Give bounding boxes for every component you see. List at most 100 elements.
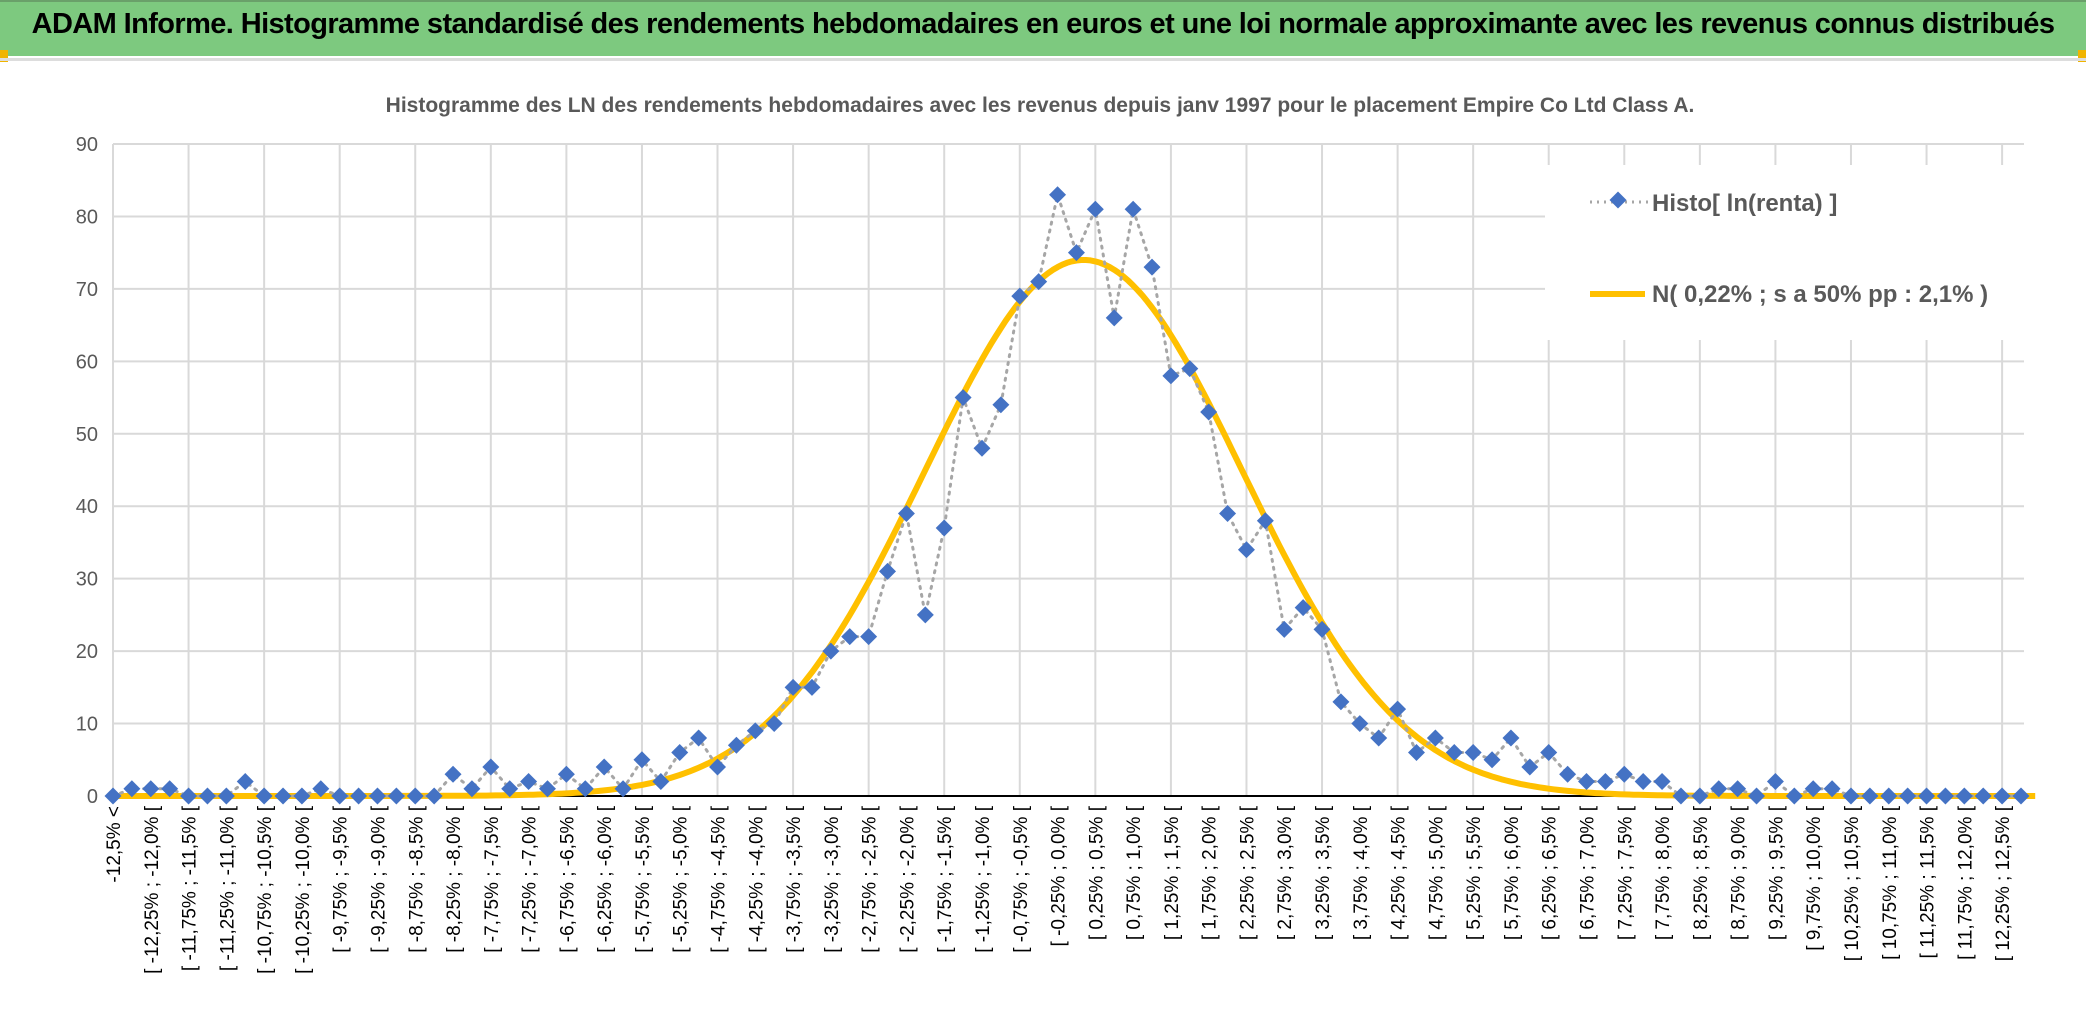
x-tick-label: [ -8,25% ; -8,0% [ bbox=[444, 805, 465, 953]
y-tick-label: 80 bbox=[76, 206, 98, 228]
x-tick-label: [ -3,25% ; -3,0% [ bbox=[822, 805, 843, 953]
x-tick-label: [ -6,75% ; -6,5% [ bbox=[557, 805, 578, 953]
histo-point bbox=[784, 678, 802, 696]
histo-point bbox=[1804, 780, 1822, 798]
normal-curve-line bbox=[113, 257, 2036, 799]
histo-point bbox=[803, 678, 821, 696]
histo-point bbox=[1785, 787, 1803, 805]
histo-point bbox=[1426, 729, 1444, 747]
y-tick-label: 30 bbox=[76, 569, 98, 591]
x-tick-label: [ 6,75% ; 7,0% [ bbox=[1578, 805, 1599, 940]
histo-point bbox=[727, 736, 745, 754]
page-title: ADAM Informe. Histogramme standardisé de… bbox=[31, 8, 2055, 40]
legend: Histo[ ln(renta) ] N( 0,22% ; s a 50% pp… bbox=[1545, 165, 2050, 340]
histo-point bbox=[520, 773, 538, 790]
histo-point bbox=[709, 758, 727, 776]
x-tick-label: [ -2,25% ; -2,0% [ bbox=[897, 805, 918, 953]
histo-point bbox=[746, 722, 764, 740]
histo-point bbox=[1899, 787, 1917, 805]
x-tick-label: [ 1,25% ; 1,5% [ bbox=[1162, 805, 1183, 940]
x-tick-label: [ 5,25% ; 5,5% [ bbox=[1464, 805, 1485, 940]
histo-point bbox=[425, 787, 443, 805]
x-tick-label: [ -3,75% ; -3,5% [ bbox=[784, 805, 805, 953]
histo-point bbox=[1823, 780, 1841, 798]
histo-point bbox=[1842, 787, 1860, 805]
x-tick-label: [ -1,75% ; -1,5% [ bbox=[935, 805, 956, 953]
gridlines bbox=[112, 143, 2024, 796]
histo-point bbox=[1955, 787, 1973, 805]
histo-point bbox=[1407, 744, 1425, 762]
histo-point bbox=[198, 787, 216, 805]
x-tick-label: [ 8,25% ; 8,5% [ bbox=[1691, 805, 1712, 940]
chart-title: Histogramme des LN des rendements hebdom… bbox=[386, 94, 1695, 117]
y-tick-label: 70 bbox=[76, 279, 98, 301]
histo-point bbox=[1615, 765, 1633, 783]
x-tick-label: [ -7,25% ; -7,0% [ bbox=[520, 805, 541, 953]
histo-point bbox=[142, 780, 160, 798]
x-tick-label: [ -6,25% ; -6,0% [ bbox=[595, 805, 616, 953]
x-tick-label: [ -10,25% ; -10,0% [ bbox=[293, 805, 314, 974]
y-axis-ticks: 0 10 20 30 40 50 60 70 80 90 bbox=[76, 134, 98, 808]
histo-point bbox=[1237, 541, 1255, 559]
histo-point bbox=[1049, 186, 1067, 204]
header-banner: ADAM Informe. Histogramme standardisé de… bbox=[0, 0, 2086, 62]
x-tick-label: [ 10,25% ; 10,5% [ bbox=[1842, 805, 1863, 961]
x-tick-label: [ 2,75% ; 3,0% [ bbox=[1275, 805, 1296, 940]
x-tick-label: [ 4,75% ; 5,0% [ bbox=[1426, 805, 1447, 940]
histo-point bbox=[180, 787, 198, 805]
legend-label-normal: N( 0,22% ; s a 50% pp : 2,1% ) bbox=[1652, 281, 1988, 308]
x-tick-label: [ -8,75% ; -8,5% [ bbox=[406, 805, 427, 953]
histo-point bbox=[1086, 200, 1104, 218]
x-tick-label: [ 9,25% ; 9,5% [ bbox=[1766, 805, 1787, 940]
histo-point bbox=[1691, 787, 1709, 805]
y-tick-label: 90 bbox=[76, 134, 98, 156]
y-tick-label: 60 bbox=[76, 351, 98, 373]
x-tick-label: [ -0,25% ; 0,0% [ bbox=[1049, 805, 1070, 946]
histo-point bbox=[368, 787, 386, 805]
x-tick-label: [ 9,75% ; 10,0% [ bbox=[1804, 805, 1825, 950]
histo-point bbox=[1294, 599, 1312, 617]
histo-point bbox=[1880, 787, 1898, 805]
x-tick-label: [ -4,25% ; -4,0% [ bbox=[746, 805, 767, 953]
histo-point bbox=[501, 780, 519, 798]
histo-point bbox=[1464, 744, 1482, 762]
histo-point bbox=[1445, 744, 1463, 762]
histo-point bbox=[293, 787, 311, 805]
x-tick-label: [ -9,75% ; -9,5% [ bbox=[331, 805, 352, 953]
x-tick-label: [ -9,25% ; -9,0% [ bbox=[368, 805, 389, 953]
histo-point bbox=[1918, 787, 1936, 805]
histo-point bbox=[1521, 758, 1539, 776]
x-tick-label: [ -2,75% ; -2,5% [ bbox=[860, 805, 881, 953]
x-tick-label: [ -5,75% ; -5,5% [ bbox=[633, 805, 654, 953]
histo-point bbox=[387, 787, 405, 805]
x-tick-label: [ 0,75% ; 1,0% [ bbox=[1124, 805, 1145, 940]
histo-point bbox=[1596, 773, 1614, 790]
histo-point bbox=[350, 787, 368, 805]
histo-point bbox=[1672, 787, 1690, 805]
y-tick-label: 40 bbox=[76, 496, 98, 518]
x-tick-label: [ -10,75% ; -10,5% [ bbox=[255, 805, 276, 974]
x-tick-label: -12,5% < bbox=[104, 806, 125, 883]
histo-point bbox=[860, 628, 878, 646]
histo-point bbox=[444, 765, 462, 783]
histo-point bbox=[633, 751, 651, 769]
histo-point bbox=[1275, 620, 1293, 638]
x-tick-label: [ 6,25% ; 6,5% [ bbox=[1540, 805, 1561, 940]
x-tick-label: [ 11,25% ; 11,5% [ bbox=[1918, 805, 1939, 958]
histo-point bbox=[482, 758, 500, 776]
histo-point bbox=[1634, 773, 1652, 790]
x-tick-label: [ 3,25% ; 3,5% [ bbox=[1313, 805, 1334, 940]
histo-point bbox=[406, 787, 424, 805]
y-tick-label: 20 bbox=[76, 641, 98, 663]
chart-frame bbox=[0, 58, 2086, 1032]
histo-point bbox=[1256, 512, 1274, 530]
legend-label-histo: Histo[ ln(renta) ] bbox=[1652, 190, 1837, 217]
histo-point bbox=[274, 787, 292, 805]
histo-point bbox=[1993, 787, 2011, 805]
header-marker-left bbox=[0, 50, 8, 62]
histo-point bbox=[539, 780, 556, 798]
histo-point bbox=[841, 628, 859, 646]
histo-point bbox=[614, 780, 632, 798]
histo-point bbox=[1578, 773, 1595, 790]
